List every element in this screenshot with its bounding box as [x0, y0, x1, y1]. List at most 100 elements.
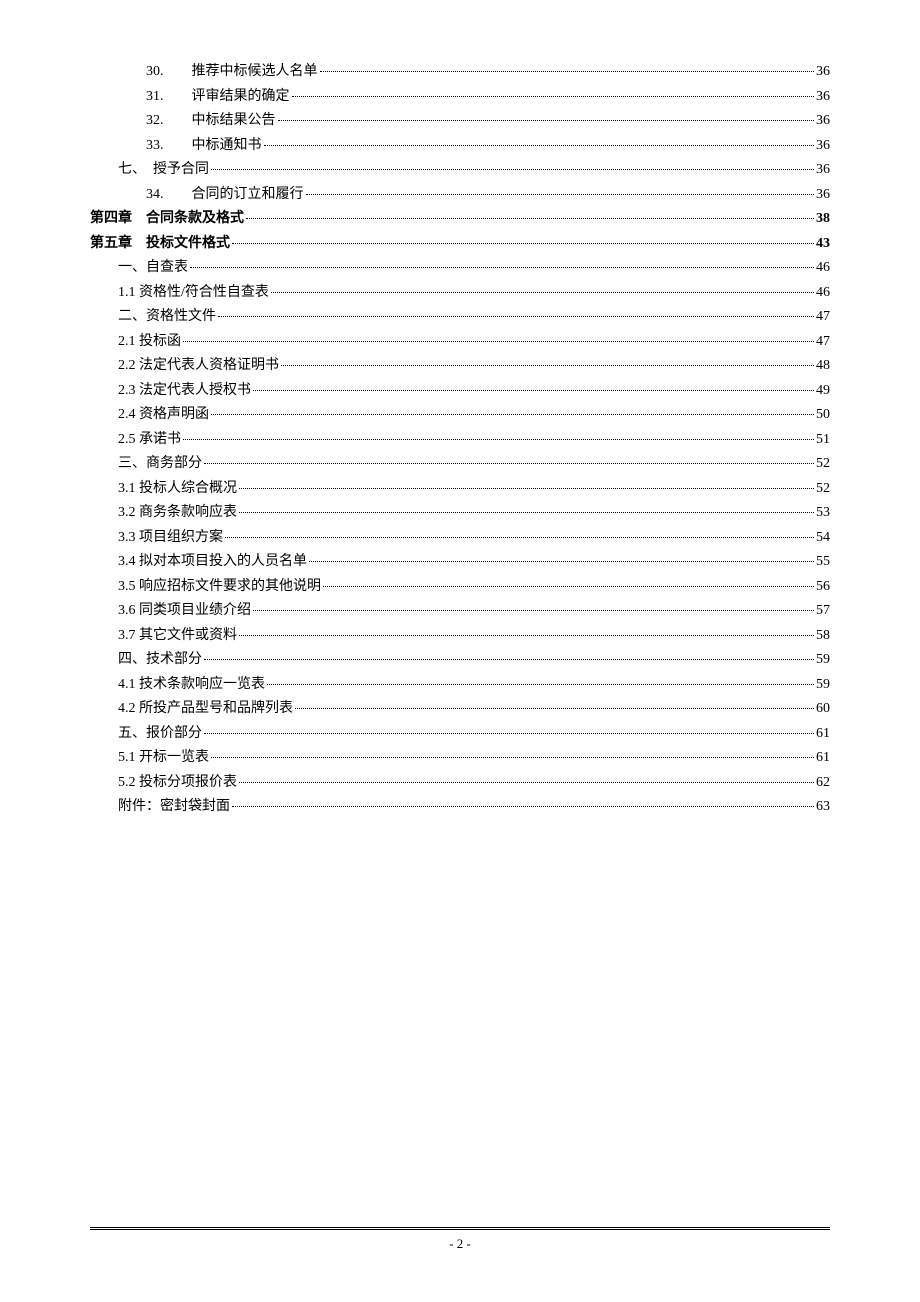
toc-entry: 32. 中标结果公告 36 [90, 109, 830, 134]
toc-leader-dots [278, 120, 815, 121]
toc-leader-dots [323, 586, 814, 587]
toc-page-number: 60 [816, 697, 830, 722]
toc-entry: 二、资格性文件47 [90, 305, 830, 330]
toc-label: 4.2 所投产品型号和品牌列表 [118, 697, 293, 722]
toc-entry: 2.3 法定代表人授权书49 [90, 379, 830, 404]
toc-label: 3.1 投标人综合概况 [118, 477, 237, 502]
toc-label: 2.5 承诺书 [118, 428, 181, 453]
toc-page-number: 46 [816, 256, 830, 281]
toc-entry: 2.5 承诺书 51 [90, 428, 830, 453]
toc-label: 2.4 资格声明函 [118, 403, 209, 428]
toc-label: 2.1 投标函 [118, 330, 181, 355]
toc-entry: 34. 合同的订立和履行 36 [90, 183, 830, 208]
toc-label: 七、 授予合同 [118, 158, 209, 183]
toc-page-number: 36 [816, 183, 830, 208]
toc-leader-dots [267, 684, 814, 685]
toc-entry: 31. 评审结果的确定36 [90, 85, 830, 110]
toc-leader-dots [239, 782, 814, 783]
toc-page-number: 63 [816, 795, 830, 820]
toc-leader-dots [281, 365, 814, 366]
table-of-contents: 30. 推荐中标候选人名单3631. 评审结果的确定3632. 中标结果公告36… [90, 60, 830, 820]
toc-label: 5.2 投标分项报价表 [118, 771, 237, 796]
toc-leader-dots [211, 757, 814, 758]
toc-entry: 5.1 开标一览表 61 [90, 746, 830, 771]
toc-page-number: 50 [816, 403, 830, 428]
toc-leader-dots [204, 733, 814, 734]
toc-leader-dots [190, 267, 814, 268]
toc-leader-dots [253, 610, 814, 611]
toc-entry: 3.2 商务条款响应表 53 [90, 501, 830, 526]
toc-entry: 三、商务部分52 [90, 452, 830, 477]
toc-page-number: 38 [816, 207, 830, 232]
toc-label: 33. 中标通知书 [146, 134, 262, 159]
toc-label: 附件：密封袋封面 [118, 795, 230, 820]
toc-entry: 四、技术部分59 [90, 648, 830, 673]
toc-leader-dots [253, 390, 814, 391]
toc-label: 30. 推荐中标候选人名单 [146, 60, 318, 85]
toc-leader-dots [232, 243, 814, 244]
toc-leader-dots [239, 512, 814, 513]
toc-page-number: 36 [816, 158, 830, 183]
toc-page-number: 58 [816, 624, 830, 649]
toc-label: 一、自查表 [118, 256, 188, 281]
toc-entry: 3.4 拟对本项目投入的人员名单 55 [90, 550, 830, 575]
toc-label: 1.1 资格性/符合性自查表 [118, 281, 269, 306]
toc-leader-dots [225, 537, 814, 538]
toc-leader-dots [264, 145, 815, 146]
page-footer: - 2 - [90, 1227, 830, 1252]
toc-entry: 3.6 同类项目业绩介绍57 [90, 599, 830, 624]
toc-page-number: 55 [816, 550, 830, 575]
toc-leader-dots [246, 218, 814, 219]
page-number: - 2 - [449, 1236, 471, 1251]
toc-entry: 五、报价部分 61 [90, 722, 830, 747]
toc-leader-dots [295, 708, 814, 709]
toc-page-number: 61 [816, 722, 830, 747]
toc-page-number: 56 [816, 575, 830, 600]
toc-page-number: 43 [816, 232, 830, 257]
toc-leader-dots [183, 439, 814, 440]
toc-leader-dots [292, 96, 815, 97]
toc-page-number: 36 [816, 109, 830, 134]
toc-entry: 1.1 资格性/符合性自查表46 [90, 281, 830, 306]
toc-entry: 3.7 其它文件或资料 58 [90, 624, 830, 649]
toc-label: 3.7 其它文件或资料 [118, 624, 237, 649]
toc-page-number: 53 [816, 501, 830, 526]
toc-label: 3.5 响应招标文件要求的其他说明 [118, 575, 321, 600]
toc-leader-dots [271, 292, 814, 293]
toc-leader-dots [239, 635, 814, 636]
toc-label: 34. 合同的订立和履行 [146, 183, 304, 208]
toc-page-number: 48 [816, 354, 830, 379]
toc-page-number: 51 [816, 428, 830, 453]
toc-entry: 2.1 投标函 47 [90, 330, 830, 355]
toc-page-number: 47 [816, 330, 830, 355]
toc-label: 31. 评审结果的确定 [146, 85, 290, 110]
toc-label: 4.1 技术条款响应一览表 [118, 673, 265, 698]
toc-entry: 3.5 响应招标文件要求的其他说明 56 [90, 575, 830, 600]
toc-label: 2.2 法定代表人资格证明书 [118, 354, 279, 379]
toc-label: 3.6 同类项目业绩介绍 [118, 599, 251, 624]
toc-entry: 3.3 项目组织方案54 [90, 526, 830, 551]
toc-entry: 七、 授予合同 36 [90, 158, 830, 183]
toc-label: 32. 中标结果公告 [146, 109, 276, 134]
toc-leader-dots [218, 316, 814, 317]
toc-entry: 33. 中标通知书 36 [90, 134, 830, 159]
toc-leader-dots [306, 194, 815, 195]
toc-entry: 第五章 投标文件格式 43 [90, 232, 830, 257]
toc-label: 3.2 商务条款响应表 [118, 501, 237, 526]
toc-entry: 一、自查表 46 [90, 256, 830, 281]
toc-page-number: 62 [816, 771, 830, 796]
toc-label: 第五章 投标文件格式 [90, 232, 230, 257]
toc-entry: 2.4 资格声明函 50 [90, 403, 830, 428]
toc-entry: 附件：密封袋封面 63 [90, 795, 830, 820]
toc-page-number: 47 [816, 305, 830, 330]
toc-label: 5.1 开标一览表 [118, 746, 209, 771]
toc-page-number: 36 [816, 134, 830, 159]
toc-label: 五、报价部分 [118, 722, 202, 747]
toc-leader-dots [309, 561, 814, 562]
toc-label: 2.3 法定代表人授权书 [118, 379, 251, 404]
toc-leader-dots [211, 414, 814, 415]
toc-page-number: 61 [816, 746, 830, 771]
toc-label: 3.4 拟对本项目投入的人员名单 [118, 550, 307, 575]
toc-entry: 5.2 投标分项报价表 62 [90, 771, 830, 796]
toc-label: 三、商务部分 [118, 452, 202, 477]
